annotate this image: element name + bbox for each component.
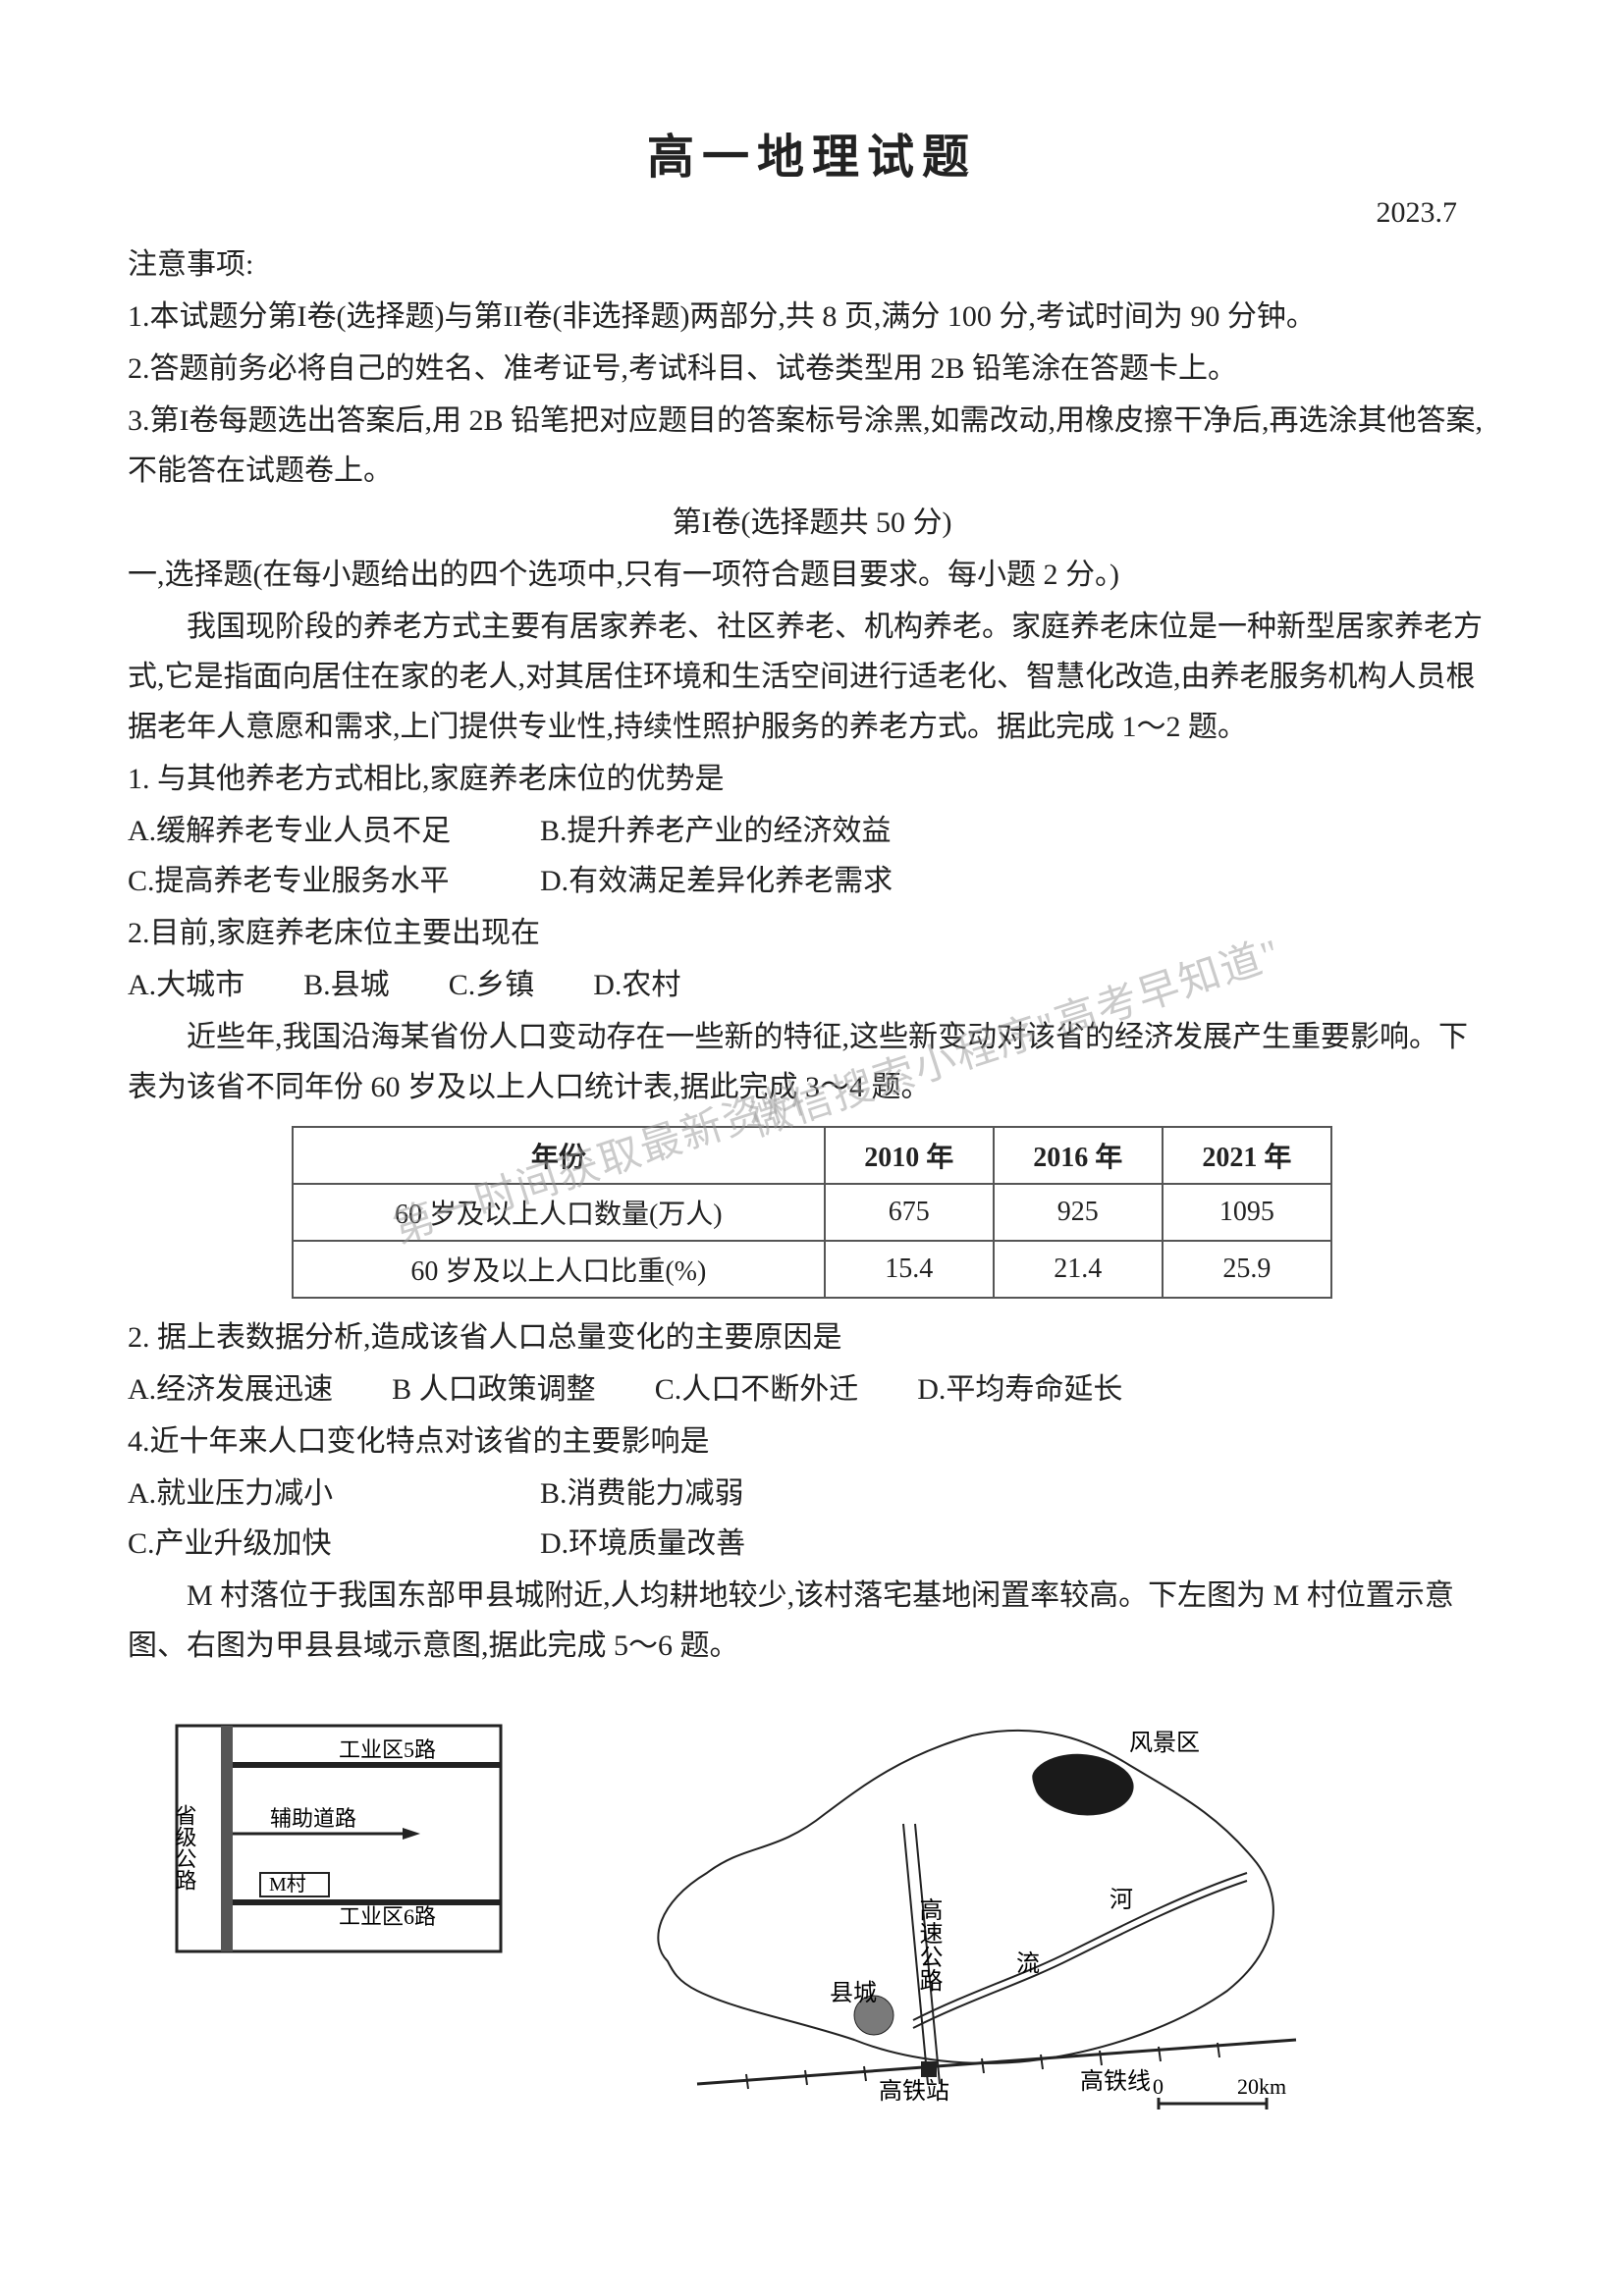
q4-opt-a[interactable]: A.就业压力减小: [128, 1468, 540, 1519]
passage-3: M 村落位于我国东部甲县城附近,人均耕地较少,该村落宅基地闲置率较高。下左图为 …: [128, 1571, 1496, 1671]
q1-stem: 1. 与其他养老方式相比,家庭养老床位的优势是: [128, 754, 1496, 804]
table-row: 60 岁及以上人口比重(%) 15.4 21.4 25.9: [293, 1241, 1331, 1298]
mc-instructions: 一,选择题(在每小题给出的四个选项中,只有一项符合题目要求。每小题 2 分。): [128, 550, 1496, 600]
q4-opt-b[interactable]: B.消费能力减弱: [540, 1468, 1149, 1519]
q2-stem: 2.目前,家庭养老床位主要出现在: [128, 908, 1496, 958]
q3-stem: 2. 据上表数据分析,造成该省人口总量变化的主要原因是: [128, 1312, 1496, 1362]
q1-opt-c[interactable]: C.提高养老专业服务水平: [128, 856, 540, 906]
row1-label: 60 岁及以上人口数量(万人): [293, 1184, 825, 1241]
row1-c3: 1095: [1163, 1184, 1331, 1241]
q2-opt-a[interactable]: A.大城市: [128, 960, 244, 1010]
passage-1: 我国现阶段的养老方式主要有居家养老、社区养老、机构养老。家庭养老床位是一种新型居…: [128, 602, 1496, 752]
q1-opt-b[interactable]: B.提升养老产业的经济效益: [540, 806, 1149, 856]
q3-opt-d[interactable]: D.平均寿命延长: [917, 1364, 1122, 1415]
scale-20: 20km: [1237, 2074, 1286, 2099]
table-row: 60 岁及以上人口数量(万人) 675 925 1095: [293, 1184, 1331, 1241]
label-rail: 高铁线: [1080, 2068, 1151, 2095]
q1-opt-a[interactable]: A.缓解养老专业人员不足: [128, 806, 540, 856]
notice-line-3: 3.第I卷每题选出答案后,用 2B 铅笔把对应题目的答案标号涂黑,如需改动,用橡…: [128, 396, 1496, 496]
row1-c2: 925: [994, 1184, 1163, 1241]
right-map: 风景区 河 流 高速公路 县城 高铁站 高铁线 0 20km: [579, 1696, 1326, 2123]
th-year: 年份: [293, 1127, 825, 1184]
row2-c2: 21.4: [994, 1241, 1163, 1298]
row2-c1: 15.4: [825, 1241, 994, 1298]
label-mvillage: M村: [269, 1873, 306, 1896]
passage-2: 近些年,我国沿海某省份人口变动存在一些新的特征,这些新变动对该省的经济发展产生重…: [128, 1012, 1496, 1112]
row2-c3: 25.9: [1163, 1241, 1331, 1298]
exam-date: 2023.7: [128, 196, 1457, 230]
q3-opt-c[interactable]: C.人口不断外迁: [655, 1364, 859, 1415]
q4-stem: 4.近十年来人口变化特点对该省的主要影响是: [128, 1416, 1496, 1467]
row2-label: 60 岁及以上人口比重(%): [293, 1241, 825, 1298]
label-county: 县城: [830, 1980, 877, 2006]
q3-opt-b[interactable]: B 人口政策调整: [392, 1364, 596, 1415]
th-2016: 2016 年: [994, 1127, 1163, 1184]
q3-opt-a[interactable]: A.经济发展迅速: [128, 1364, 333, 1415]
label-road6: 工业区6路: [339, 1904, 436, 1929]
q2-opt-c[interactable]: C.乡镇: [449, 960, 535, 1010]
q2-opt-b[interactable]: B.县城: [303, 960, 390, 1010]
label-scenic: 风景区: [1129, 1731, 1200, 1756]
section-header: 第I卷(选择题共 50 分): [128, 498, 1496, 548]
population-table: 年份 2010 年 2016 年 2021 年 60 岁及以上人口数量(万人) …: [292, 1126, 1332, 1299]
q4-opt-c[interactable]: C.产业升级加快: [128, 1519, 540, 1569]
left-map: 工业区5路 工业区6路 辅助道路 省级公路 M村: [167, 1696, 560, 1996]
label-prov: 省级公路: [173, 1804, 197, 1891]
label-river-liu: 流: [1016, 1950, 1040, 1977]
label-hwy: 高速公路: [915, 1897, 943, 1992]
th-2021: 2021 年: [1163, 1127, 1331, 1184]
page-title: 高一地理试题: [128, 118, 1496, 187]
table-header-row: 年份 2010 年 2016 年 2021 年: [293, 1127, 1331, 1184]
label-aux: 辅助道路: [270, 1806, 356, 1831]
label-railstation: 高铁站: [879, 2078, 949, 2105]
label-river-he: 河: [1110, 1887, 1133, 1913]
notice-line-2: 2.答题前务必将自己的姓名、准考证号,考试科目、试卷类型用 2B 铅笔涂在答题卡…: [128, 344, 1496, 394]
scale-0: 0: [1153, 2074, 1164, 2099]
th-2010: 2010 年: [825, 1127, 994, 1184]
q1-opt-d[interactable]: D.有效满足差异化养老需求: [540, 856, 1149, 906]
row1-c1: 675: [825, 1184, 994, 1241]
q4-opt-d[interactable]: D.环境质量改善: [540, 1519, 1149, 1569]
label-road5: 工业区5路: [339, 1737, 436, 1762]
notice-line-1: 1.本试题分第I卷(选择题)与第II卷(非选择题)两部分,共 8 页,满分 10…: [128, 292, 1496, 342]
q2-opt-d[interactable]: D.农村: [593, 960, 680, 1010]
notice-heading: 注意事项:: [128, 240, 1496, 290]
